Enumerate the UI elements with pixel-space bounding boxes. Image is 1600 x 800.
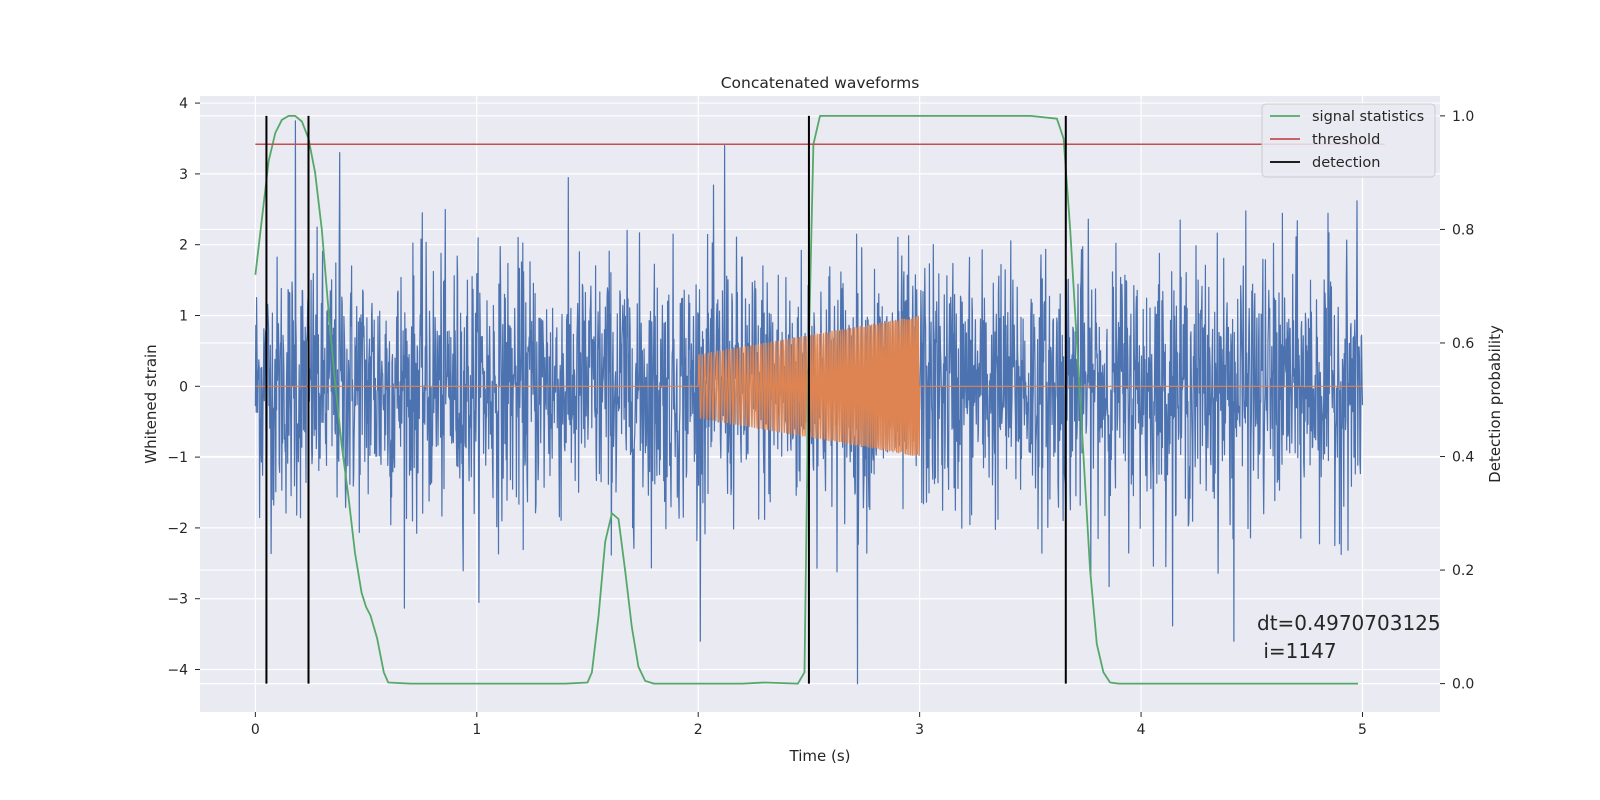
y2-tick-label: 0.0 [1452,677,1474,693]
y-tick-label: 3 [179,167,188,183]
legend-label-threshold: threshold [1312,132,1380,148]
y2-tick-label: 0.6 [1452,336,1474,352]
y-tick-label: 2 [179,238,188,254]
data-layer [254,115,1385,685]
x-tick-label: 5 [1358,722,1367,738]
annotation-line: dt=0.4970703125 [1257,611,1441,635]
y2-tick-label: 1.0 [1452,109,1474,125]
x-tick-label: 2 [694,722,703,738]
y-tick-label: −1 [167,450,188,466]
dt-annotation: dt=0.4970703125 i=1147 [1257,611,1441,663]
legend-label-signal-statistics: signal statistics [1312,109,1424,125]
x-tick-label: 1 [472,722,481,738]
ticks: 0 1 2 3 4 5 −4 −3 −2 −1 0 1 2 3 4 0.0 0.2 0.4 0.6 0.8 1.0 [167,96,1474,738]
x-tick-label: 3 [915,722,924,738]
x-tick-label: 0 [251,722,260,738]
y-tick-label: 1 [179,308,188,324]
y-axis-label: Whitened strain [142,344,160,463]
x-axis-label: Time (s) [789,747,851,765]
y-tick-label: 4 [179,96,188,112]
y-tick-label: −3 [167,592,188,608]
y2-tick-label: 0.8 [1452,222,1474,238]
y-tick-label: −2 [167,521,188,537]
legend: signal statistics threshold detection [1261,103,1436,178]
y-tick-label: 0 [179,379,188,395]
y2-tick-label: 0.4 [1452,450,1474,466]
y2-axis-label: Detection probability [1486,325,1504,483]
y-tick-label: −4 [167,663,188,679]
annotation-line: i=1147 [1257,639,1337,663]
legend-frame [1261,103,1436,178]
signal-statistics-line [254,115,1359,685]
chart-title: Concatenated waveforms [721,74,920,92]
x-tick-label: 4 [1137,722,1146,738]
legend-label-detection: detection [1312,155,1380,171]
y2-tick-label: 0.2 [1452,563,1474,579]
